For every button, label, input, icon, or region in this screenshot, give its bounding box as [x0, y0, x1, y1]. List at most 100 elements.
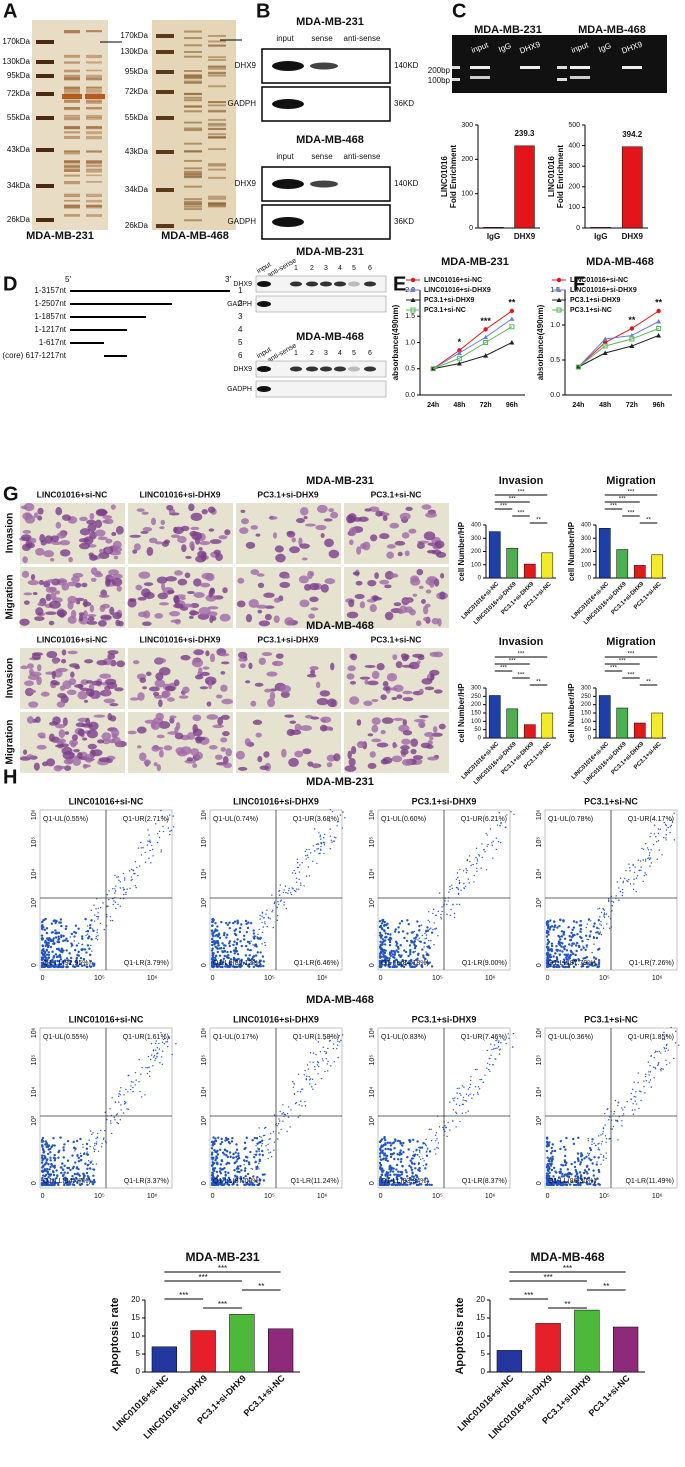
legend-marker [556, 277, 562, 283]
y-tick-label: 200 [471, 549, 482, 555]
event [430, 927, 432, 929]
column-label: PC3.1+si-NC [371, 489, 422, 499]
cell [143, 591, 155, 599]
event [211, 1173, 214, 1176]
cell [163, 745, 173, 751]
event [494, 1044, 496, 1046]
event [85, 965, 88, 968]
event [63, 939, 67, 942]
event [276, 914, 279, 917]
event [643, 1080, 645, 1082]
event [54, 953, 58, 956]
event [160, 1032, 162, 1034]
event [510, 811, 512, 813]
event [660, 1070, 662, 1072]
cell [38, 580, 44, 586]
event [458, 879, 461, 882]
y-tick-label: 300 [471, 536, 482, 542]
event [570, 950, 573, 954]
cell [66, 581, 77, 587]
event [236, 1183, 239, 1187]
event [572, 1142, 576, 1146]
event [550, 948, 553, 951]
event [257, 964, 260, 968]
cell [245, 541, 256, 549]
event [75, 1167, 79, 1170]
event [213, 1177, 216, 1180]
event [663, 1048, 666, 1050]
event [399, 944, 402, 947]
event [80, 964, 84, 968]
cell [29, 668, 34, 676]
event [437, 910, 439, 913]
event [226, 923, 230, 927]
event [229, 961, 233, 964]
event [466, 869, 468, 872]
y-tick-label: 10⁴ [536, 869, 543, 880]
event [545, 929, 549, 933]
band [557, 78, 567, 81]
lane-label: input [276, 152, 294, 161]
event [602, 1130, 604, 1133]
event [258, 1135, 261, 1138]
event [254, 960, 257, 963]
event [585, 926, 587, 929]
x-tick-label: PC3.1+si-NC [587, 1373, 632, 1418]
event [71, 1183, 74, 1186]
event [305, 875, 308, 877]
event [469, 1093, 471, 1096]
x-tick-label: IgG [487, 232, 500, 241]
event [88, 947, 91, 950]
quadrant-label: Q1-UL(0.55%) [43, 1034, 88, 1041]
event [74, 1176, 78, 1180]
event [393, 950, 396, 954]
x-tick-label: DHX9 [622, 232, 644, 241]
event [210, 924, 214, 928]
cell [20, 665, 28, 670]
quadrant-label: Q1-UL(0.55%) [43, 816, 88, 823]
cell [207, 606, 219, 610]
event [72, 1140, 75, 1144]
cell [142, 526, 153, 532]
band [86, 160, 102, 164]
event [633, 871, 636, 874]
event [114, 892, 116, 894]
event [168, 814, 171, 816]
cell [169, 717, 175, 724]
event [146, 844, 149, 846]
significance-label: *** [627, 673, 635, 679]
event [226, 933, 229, 937]
event [126, 1108, 128, 1110]
data-label: 239.3 [514, 129, 535, 138]
event [384, 955, 387, 958]
cell [408, 661, 420, 670]
event [650, 1086, 652, 1088]
event [44, 956, 48, 960]
y-tick-label: 100 [471, 562, 482, 568]
cell [238, 657, 248, 662]
event [426, 929, 430, 932]
event [603, 915, 605, 917]
cell [102, 515, 113, 520]
band [184, 142, 202, 145]
event [211, 951, 214, 955]
event [74, 1150, 76, 1152]
cell [272, 532, 278, 539]
event [61, 965, 65, 969]
event [106, 1118, 108, 1121]
event [567, 956, 570, 959]
event [46, 945, 50, 949]
event [453, 1099, 455, 1102]
cell [48, 620, 55, 626]
band [86, 168, 102, 171]
band [184, 30, 202, 33]
event [428, 946, 431, 950]
cell [418, 585, 424, 590]
event [553, 965, 556, 969]
event [456, 1087, 458, 1090]
band [64, 114, 80, 117]
cell [300, 725, 312, 732]
event [560, 935, 564, 938]
event [110, 1122, 112, 1124]
event [451, 887, 454, 890]
